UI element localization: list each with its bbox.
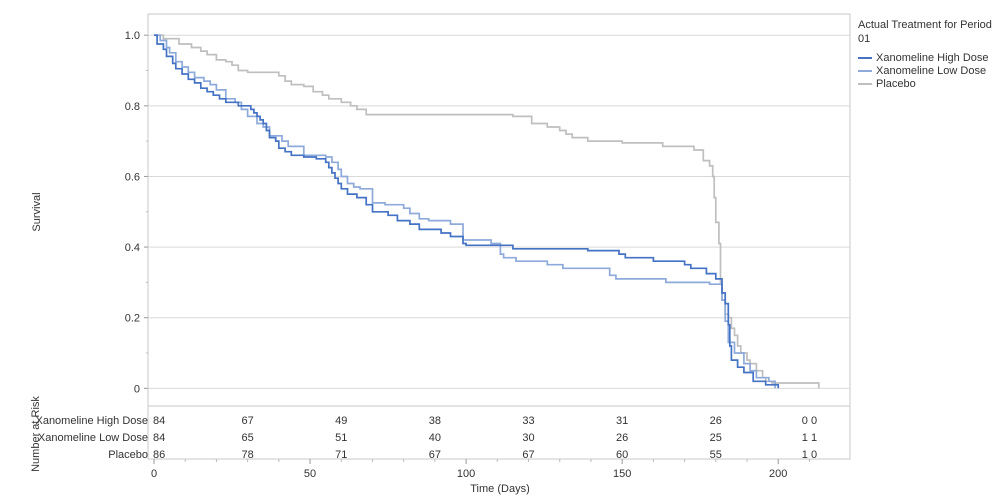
risk-row-label: Xanomeline Low Dose xyxy=(38,432,148,444)
legend-item: Xanomeline Low Dose xyxy=(858,64,998,77)
risk-row-label: Placebo xyxy=(108,449,148,461)
legend-item: Placebo xyxy=(858,77,998,90)
legend-swatch xyxy=(858,69,872,72)
legend-label: Placebo xyxy=(876,77,916,90)
risk-count: 1 1 xyxy=(802,432,817,444)
curve-xanomeline-high-dose xyxy=(154,34,780,389)
x-tick-label: 0 xyxy=(151,468,157,480)
risk-count: 60 xyxy=(616,449,628,461)
risk-count: 84 xyxy=(153,432,165,444)
risk-count: 67 xyxy=(429,449,441,461)
risk-count: 78 xyxy=(242,449,254,461)
legend-items: Xanomeline High Dose Xanomeline Low Dose P… xyxy=(858,51,998,90)
risk-table: Xanomeline High Dose 84 67 49 38 33 31 26 0 0 Xan… xyxy=(35,415,817,461)
risk-count: 31 xyxy=(616,415,628,427)
legend-title: Actual Treatment for Period 01 xyxy=(858,19,992,45)
risk-count: 51 xyxy=(335,432,347,444)
risk-count: 30 xyxy=(522,432,534,444)
curve-placebo xyxy=(154,34,820,389)
risk-table-header: Number at Risk xyxy=(30,396,42,472)
risk-count: 65 xyxy=(242,432,254,444)
y-axis-ticks: 0 0.2 0.4 0.6 0.8 1.0 xyxy=(125,30,148,395)
x-axis-label: Time (Days) xyxy=(470,483,529,495)
risk-count: 25 xyxy=(710,432,722,444)
risk-count: 84 xyxy=(153,415,165,427)
legend: Actual Treatment for Period 01 Xanomelin… xyxy=(858,18,998,90)
plot-frame xyxy=(147,13,851,460)
risk-count: 1 0 xyxy=(802,449,817,461)
risk-row-label: Xanomeline High Dose xyxy=(35,415,148,427)
legend-label: Xanomeline Low Dose xyxy=(876,64,987,77)
x-axis-ticks: 0 50 100 150 200 xyxy=(151,459,810,480)
risk-count: 26 xyxy=(616,432,628,444)
y-tick-label: 0.8 xyxy=(125,101,140,113)
y-axis-label: Survival xyxy=(31,192,43,231)
curve-xanomeline-low-dose xyxy=(154,34,776,389)
y-tick-label: 0 xyxy=(134,383,140,395)
risk-count: 55 xyxy=(710,449,722,461)
y-tick-label: 0.4 xyxy=(125,242,140,254)
risk-count: 67 xyxy=(242,415,254,427)
legend-item: Xanomeline High Dose xyxy=(858,51,998,64)
legend-label: Xanomeline High Dose xyxy=(876,51,989,64)
risk-count: 67 xyxy=(522,449,534,461)
legend-swatch xyxy=(858,82,872,85)
x-tick-label: 100 xyxy=(457,468,475,480)
x-tick-label: 50 xyxy=(304,468,316,480)
risk-count: 49 xyxy=(335,415,347,427)
y-tick-label: 1.0 xyxy=(125,30,140,42)
gridlines xyxy=(148,34,850,389)
y-tick-label: 0.6 xyxy=(125,171,140,183)
x-tick-label: 200 xyxy=(769,468,787,480)
survival-curves xyxy=(154,34,820,389)
y-tick-label: 0.2 xyxy=(125,313,140,325)
legend-swatch xyxy=(858,56,872,59)
x-tick-label: 150 xyxy=(613,468,631,480)
risk-count: 38 xyxy=(429,415,441,427)
risk-count: 26 xyxy=(710,415,722,427)
risk-count: 86 xyxy=(153,449,165,461)
risk-count: 40 xyxy=(429,432,441,444)
risk-count: 0 0 xyxy=(802,415,817,427)
risk-count: 33 xyxy=(522,415,534,427)
risk-count: 71 xyxy=(335,449,347,461)
